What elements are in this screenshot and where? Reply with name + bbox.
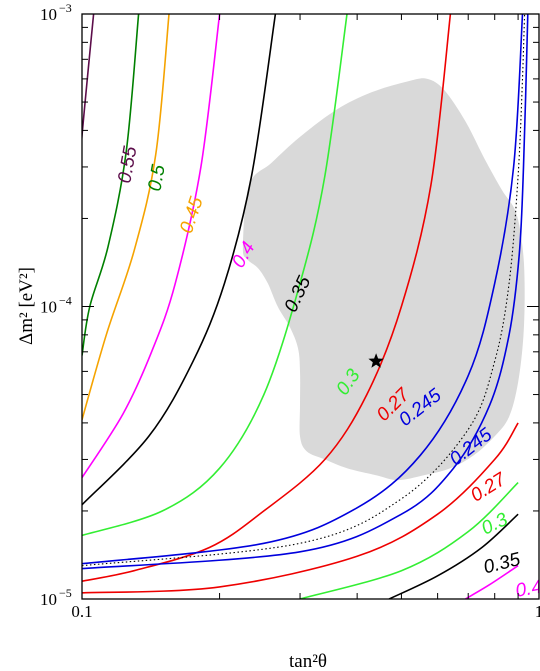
- contour-line-0_4-3: [82, 14, 221, 479]
- y-tick-label-0: 10: [40, 590, 57, 609]
- x-tick-label-1: 1: [535, 602, 540, 621]
- contour-label-1: 0.5: [144, 163, 169, 193]
- contour-line-0_35-6: [388, 513, 519, 599]
- y-axis-title: Δm² [eV²]: [16, 267, 37, 345]
- contour-label-2: 0.45: [176, 194, 208, 236]
- axis-ticks: [81, 14, 540, 600]
- contour-line-0_45-2: [82, 14, 170, 421]
- contour-line-0_5-1: [82, 14, 140, 356]
- contour-line-0_35-5: [82, 14, 277, 506]
- x-tick-label-0: 0.1: [71, 602, 92, 621]
- plot-area: 0.55 0.50.450.40.350.30.270.2450.2450.270…: [82, 14, 540, 602]
- y-tick-exponent-2: −3: [59, 1, 72, 15]
- y-tick-label-1: 10: [40, 298, 57, 317]
- tick-labels: 0.1 110−510−410−3: [40, 1, 540, 621]
- y-tick-exponent-0: −5: [59, 586, 72, 600]
- allowed-region: [242, 78, 525, 481]
- contour-line-0_245-11: [82, 14, 524, 565]
- contour-label-10: 0.3: [478, 509, 511, 540]
- contour-line-0_3-8: [299, 482, 519, 599]
- best-fit-star: [368, 353, 384, 368]
- x-axis-title: tan²θ: [289, 651, 327, 671]
- y-tick-label-2: 10: [40, 5, 57, 24]
- contour-label-9: 0.27: [467, 468, 511, 506]
- contour-line-0_4-4: [464, 565, 519, 599]
- contour-label-11: 0.35: [482, 549, 523, 578]
- y-tick-exponent-1: −4: [59, 294, 72, 308]
- contour-label-12: 0.4: [514, 577, 540, 602]
- contour-line-0_27-9: [82, 14, 452, 582]
- contour-line-0_27-10: [82, 422, 519, 594]
- contour-line-0_245-12: [82, 14, 529, 570]
- contour-label-0: 0.55: [114, 144, 141, 184]
- dotted-curve: [82, 14, 526, 567]
- contour-line-0_3-7: [82, 14, 348, 537]
- contour-line-0_55-0: [82, 14, 95, 145]
